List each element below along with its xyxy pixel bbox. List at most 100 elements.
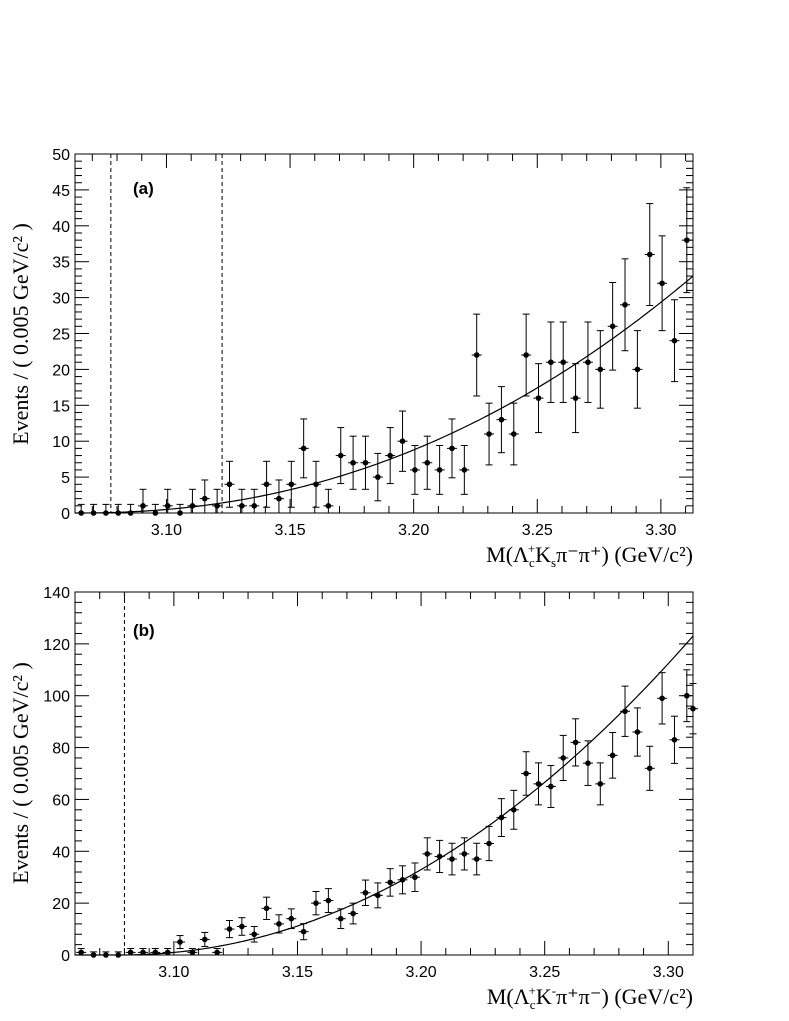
- data-point: [471, 842, 482, 876]
- data-point: [137, 488, 148, 513]
- data-point: [397, 865, 408, 895]
- data-point: [632, 330, 643, 409]
- y-tick-label: 20: [52, 896, 70, 913]
- x-tick-label: 3.30: [645, 522, 676, 539]
- y-tick-label: 25: [52, 327, 70, 344]
- panel-b-ticks: 0 20 40 60 80 100 120 140 3.10 3.15 3.20 3.25 3.30: [43, 585, 694, 981]
- y-tick-label: 15: [52, 398, 70, 415]
- data-point: [446, 842, 457, 876]
- data-point: [311, 890, 322, 916]
- data-point: [459, 837, 470, 871]
- data-point: [669, 299, 680, 383]
- data-point: [688, 683, 698, 735]
- panel-b-frame: [74, 591, 694, 956]
- data-point: [434, 839, 445, 874]
- data-point: [286, 460, 297, 508]
- data-point: [125, 948, 136, 956]
- data-point: [113, 951, 124, 958]
- data-point: [657, 235, 668, 332]
- fit-curve: [75, 635, 694, 956]
- data-point: [471, 313, 482, 397]
- data-point: [298, 923, 309, 941]
- data-point: [385, 427, 396, 485]
- x-tick-label: 3.10: [151, 522, 182, 539]
- data-point: [100, 503, 111, 516]
- y-tick-label: 120: [43, 637, 70, 654]
- data-point: [212, 948, 223, 956]
- data-point: [521, 751, 532, 796]
- panel-a-data-points: [76, 187, 692, 516]
- x-tick-label: 3.30: [653, 964, 684, 981]
- y-tick-label: 0: [61, 948, 70, 965]
- y-tick-label: 140: [43, 585, 70, 602]
- panel-a-dashed-lines: [110, 154, 223, 513]
- panel-b-data-points: [76, 669, 698, 958]
- data-point: [249, 488, 260, 513]
- y-tick-label: 35: [52, 255, 70, 272]
- data-point: [632, 707, 643, 757]
- panel-b-y-axis-title: Events / ( 0.005 GeV/c² ): [8, 662, 33, 884]
- data-point: [212, 488, 223, 513]
- y-tick-label: 40: [52, 844, 70, 861]
- data-point: [88, 951, 99, 958]
- x-tick-label: 3.15: [274, 522, 305, 539]
- data-point: [150, 948, 161, 956]
- data-point: [484, 402, 495, 466]
- data-point: [595, 762, 606, 806]
- data-point: [323, 488, 334, 513]
- data-point: [88, 503, 99, 516]
- data-point: [199, 931, 210, 947]
- data-point: [125, 503, 136, 516]
- data-point: [409, 445, 420, 495]
- data-point: [496, 798, 507, 838]
- data-point: [545, 321, 556, 403]
- x-tick-label: 3.10: [158, 964, 189, 981]
- data-point: [570, 718, 581, 767]
- data-point: [496, 386, 507, 454]
- data-point: [409, 862, 420, 892]
- data-point: [150, 503, 161, 516]
- panel-b-x-axis-title: M(Λc+K-π⁺π⁻) (GeV/c²): [487, 983, 693, 1012]
- y-tick-label: 100: [43, 689, 70, 706]
- y-tick-label: 50: [52, 147, 70, 164]
- data-point: [508, 402, 519, 466]
- data-point: [422, 435, 433, 490]
- data-point: [311, 460, 322, 508]
- data-point: [385, 868, 396, 897]
- data-point: [113, 503, 124, 516]
- data-point: [459, 445, 470, 495]
- data-point: [335, 908, 346, 930]
- fit-curve: [75, 275, 694, 514]
- data-point: [595, 330, 606, 409]
- data-point: [236, 488, 247, 513]
- y-tick-label: 40: [52, 219, 70, 236]
- panel-a-label: (a): [133, 179, 154, 198]
- data-point: [199, 479, 210, 513]
- data-point: [372, 452, 383, 502]
- data-point: [348, 902, 359, 925]
- data-point: [508, 789, 519, 830]
- data-point: [681, 187, 692, 294]
- data-point: [422, 837, 433, 871]
- data-point: [162, 948, 173, 956]
- data-point: [100, 951, 111, 958]
- data-point: [397, 410, 408, 472]
- panel-a-y-axis-title: Events / ( 0.005 GeV/c² ): [8, 223, 33, 445]
- data-point: [76, 948, 87, 956]
- data-point: [224, 460, 235, 508]
- data-point: [582, 740, 593, 786]
- data-point: [175, 503, 186, 516]
- panel-a-ticks: 0 5 10 15 20 25 30 35 40 45 50 3.10 3.15 3.20 3.25 3.30: [52, 147, 693, 539]
- x-tick-label: 3.25: [522, 522, 553, 539]
- data-point: [644, 745, 655, 791]
- data-point: [521, 313, 532, 397]
- y-tick-label: 10: [52, 434, 70, 451]
- data-point: [162, 488, 173, 513]
- panel-a: 0 5 10 15 20 25 30 35 40 45 50 3.10 3.15 3.20 3.25 3.30…: [8, 147, 694, 570]
- panel-b: 0 20 40 60 80 100 120 140 3.10 3.15 3.20 3.25 3.30 (…: [8, 585, 698, 1012]
- data-point: [657, 672, 668, 725]
- data-point: [545, 764, 556, 808]
- data-point: [175, 935, 186, 950]
- y-tick-label: 20: [52, 362, 70, 379]
- data-point: [360, 879, 371, 906]
